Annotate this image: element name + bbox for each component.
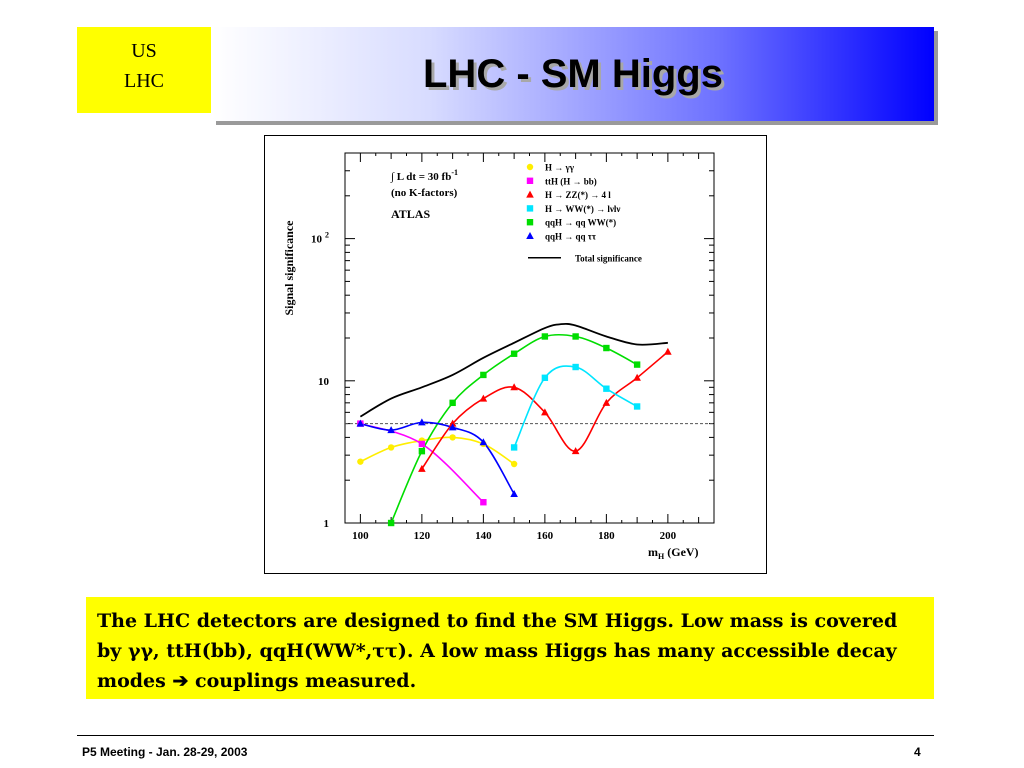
curve-tth-bb — [360, 422, 484, 503]
point-qqh-ww — [480, 371, 487, 379]
x-tick-label: 120 — [414, 530, 431, 542]
point-qqh-ww — [603, 344, 610, 352]
curve-qqh-tautau — [360, 421, 515, 495]
point-qqh-tautau — [387, 426, 395, 434]
annotation-atlas: ATLAS — [391, 207, 430, 221]
x-tick-label: 100 — [352, 530, 369, 542]
y-tick-label: 10 2 — [311, 231, 329, 246]
logo-line-us: US — [131, 40, 157, 62]
point-h-ww-lvlv — [633, 403, 641, 410]
legend-label-h-gamma-gamma: H → γγ — [545, 163, 575, 173]
legend-label-qqh-tautau: qqH → qq ττ — [545, 232, 597, 242]
point-qqh-ww — [633, 361, 641, 368]
legend-label-h-ww-lvlv: H → WW(*) → lνlν — [545, 204, 620, 214]
point-tth-bb — [480, 499, 487, 506]
point-h-zz-4l — [633, 373, 641, 381]
curve-total-significance — [359, 322, 668, 418]
chart-legend: H → γγ ttH (H → bb) H → ZZ(*) → 4 l H → WW(… — [526, 163, 642, 263]
point-qqh-ww — [387, 519, 395, 527]
logo-line-lhc: LHC — [124, 70, 164, 92]
point-h-zz-4l — [541, 408, 549, 416]
point-qqh-ww — [572, 333, 579, 340]
y-tick-label: 10 — [318, 376, 330, 388]
legend-label-tth-bb: ttH (H → bb) — [545, 176, 597, 186]
legend-label-total-significance: Total significance — [575, 253, 642, 263]
title-banner: LHC - SM Higgs — [212, 27, 934, 121]
point-qqh-ww — [510, 350, 518, 357]
summary-caption: The LHC detectors are designed to find t… — [86, 597, 934, 699]
point-h-zz-4l — [479, 394, 488, 402]
point-h-zz-4l — [664, 347, 672, 355]
point-h-ww-lvlv — [541, 374, 549, 381]
point-h-gamma-gamma — [387, 444, 395, 451]
y-tick-label-exponent: 2 — [325, 231, 329, 240]
legend-marker-qqh-ww — [526, 219, 534, 226]
legend-marker-h-zz-4l — [526, 190, 534, 198]
point-h-zz-4l — [418, 464, 426, 472]
point-h-zz-4l — [510, 383, 518, 391]
point-qqh-tautau — [356, 419, 365, 427]
x-tick-label: 180 — [598, 530, 615, 542]
annotation-k-factors: (no K-factors) — [391, 187, 458, 199]
point-qqh-ww — [418, 447, 426, 455]
point-h-gamma-gamma — [449, 434, 456, 441]
slide-number: 4 — [914, 745, 921, 759]
point-h-ww-lvlv — [572, 363, 579, 371]
curve-h-gamma-gamma — [360, 436, 515, 465]
legend-marker-h-ww-lvlv — [526, 205, 534, 212]
point-qqh-ww — [541, 333, 549, 340]
point-qqh-tautau — [418, 418, 426, 426]
x-tick-label: 140 — [475, 530, 492, 542]
point-h-zz-4l — [571, 447, 580, 455]
point-h-zz-4l — [448, 419, 457, 427]
legend-label-h-zz-4l: H → ZZ(*) → 4 l — [545, 190, 611, 200]
annotation-block: ∫ L dt = 30 fb-1 (no K-factors) ATLAS — [390, 168, 458, 221]
us-lhc-logo: US LHC — [77, 27, 211, 113]
axis-ticks — [344, 152, 715, 524]
legend-marker-qqh-tautau — [526, 232, 534, 239]
point-qqh-tautau — [510, 489, 518, 497]
y-tick-label: 1 — [324, 518, 330, 530]
series-markers — [356, 333, 672, 527]
y-axis-label: Signal significance — [282, 220, 296, 316]
point-qqh-tautau — [479, 438, 488, 446]
point-h-ww-lvlv — [603, 385, 610, 392]
point-h-gamma-gamma — [357, 458, 364, 465]
point-h-gamma-gamma — [510, 460, 518, 468]
footer-meeting-info: P5 Meeting - Jan. 28-29, 2003 — [82, 745, 248, 759]
x-tick-label: 200 — [660, 530, 677, 542]
annotation-luminosity: ∫ L dt = 30 fb-1 — [390, 168, 458, 183]
chart-frame: 100 120 140 160 180 200 1 10 10 2 Signal signifi… — [264, 135, 767, 574]
legend-marker-tth-bb — [526, 177, 534, 184]
slide-title: LHC - SM Higgs — [423, 52, 723, 96]
x-tick-label: 160 — [537, 530, 554, 542]
y-tick-labels: 1 10 10 2 — [311, 231, 330, 530]
legend-label-qqh-ww: qqH → qq WW(*) — [545, 218, 616, 228]
legend-marker-h-gamma-gamma — [526, 163, 534, 171]
x-tick-labels: 100 120 140 160 180 200 — [352, 530, 677, 542]
point-h-zz-4l — [602, 398, 611, 406]
point-h-ww-lvlv — [510, 444, 518, 451]
point-qqh-tautau — [448, 423, 457, 431]
higgs-significance-chart: 100 120 140 160 180 200 1 10 10 2 Signal signifi… — [282, 152, 715, 561]
x-axis-label: mH (GeV) — [648, 545, 699, 561]
footer-divider — [77, 735, 934, 736]
point-qqh-ww — [449, 399, 456, 407]
curve-h-ww-lvlv — [513, 365, 638, 448]
point-tth-bb — [418, 440, 426, 448]
